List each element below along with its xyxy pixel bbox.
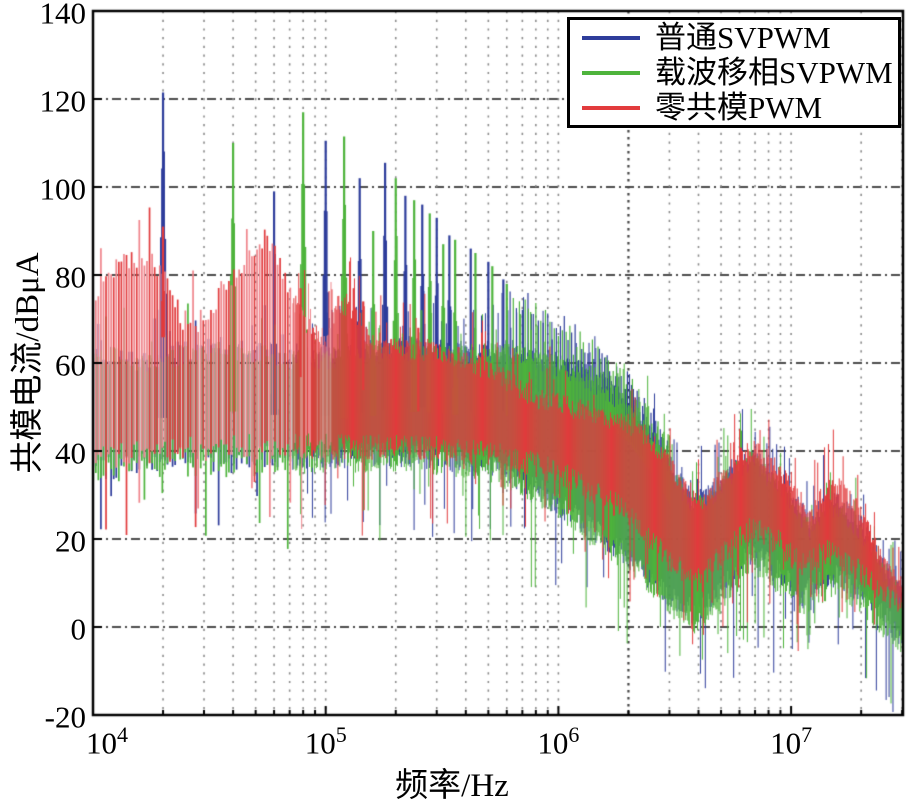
y-tick-label: 100	[39, 171, 87, 207]
x-tick-label: 107	[770, 722, 813, 761]
x-axis-title: 频率/Hz	[395, 768, 509, 804]
y-tick-label: 120	[39, 83, 87, 119]
y-tick-label: 60	[55, 347, 86, 383]
legend-item-svpwm: 普通SVPWM	[570, 21, 898, 54]
legend-label-svpwm: 普通SVPWM	[655, 20, 831, 55]
legend-line-blue	[582, 35, 640, 40]
y-tick-label: -20	[44, 699, 86, 735]
legend-label-zero-cm-pwm: 零共模PWM	[655, 90, 823, 125]
y-tick-label: 140	[39, 0, 87, 31]
legend-item-zero-cm-pwm: 零共模PWM	[570, 91, 898, 124]
legend-label-carrier-shift-svpwm: 载波移相SVPWM	[655, 55, 893, 90]
y-tick-label: 40	[55, 435, 86, 471]
x-tick-label: 106	[537, 722, 580, 761]
legend-line-green	[582, 70, 640, 75]
x-tick-label: 105	[304, 722, 347, 761]
x-tick-label: 104	[86, 722, 128, 761]
y-tick-label: 80	[55, 259, 86, 295]
legend-item-carrier-shift-svpwm: 载波移相SVPWM	[570, 56, 898, 89]
y-tick-label: 20	[55, 523, 86, 559]
y-tick-label: 0	[70, 611, 87, 647]
y-axis-title: 共模电流/dBμA	[10, 252, 46, 474]
legend: 普通SVPWM 载波移相SVPWM 零共模PWM	[567, 17, 901, 128]
legend-line-red	[582, 105, 640, 110]
